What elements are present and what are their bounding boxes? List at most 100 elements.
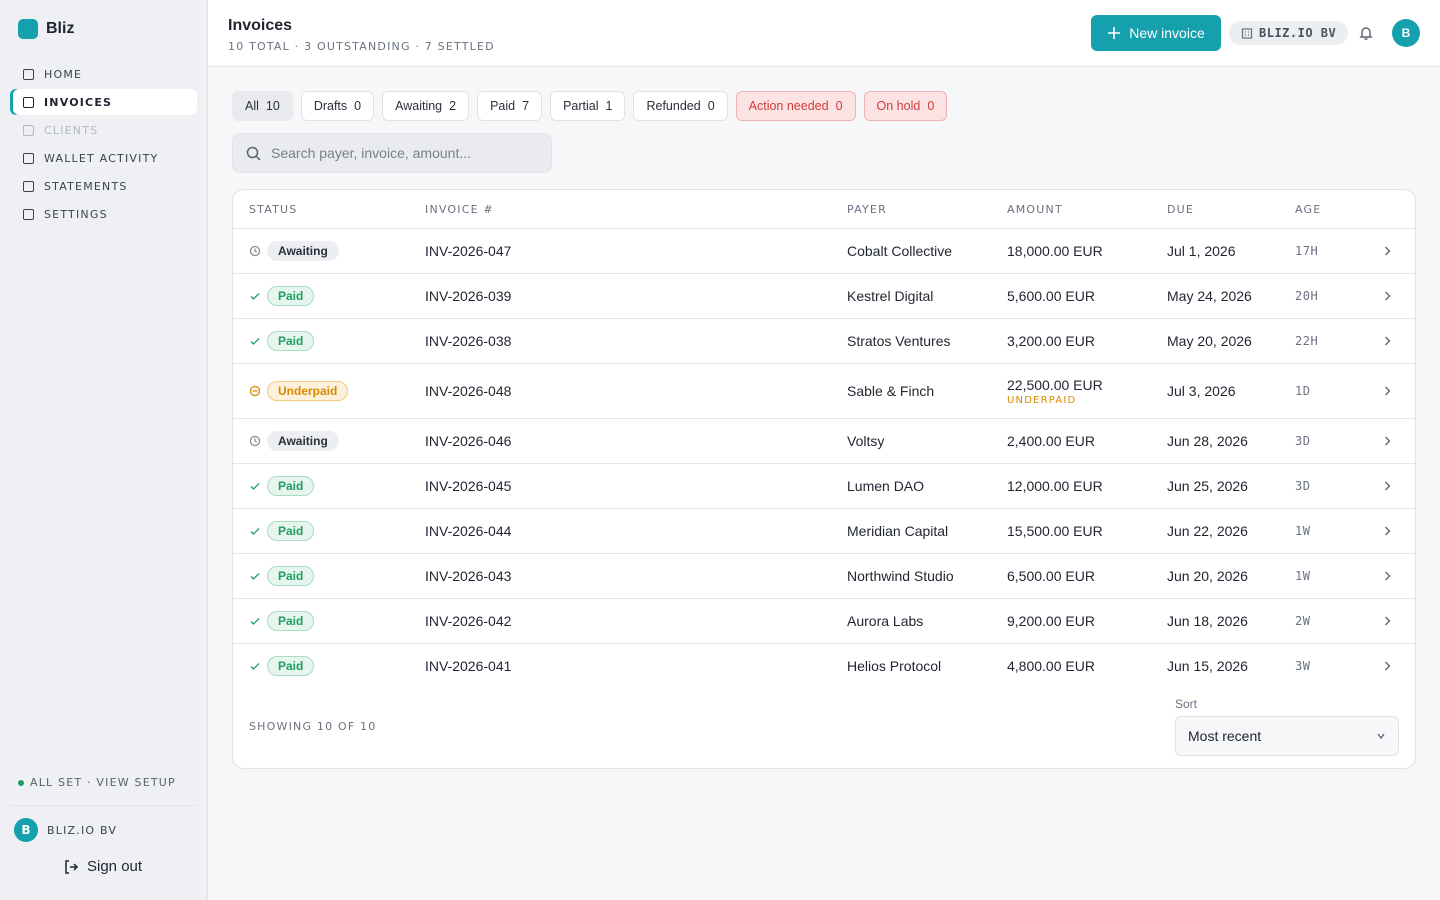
sign-out[interactable]: Sign out [63,858,142,875]
row-chevron [1381,644,1393,688]
showing-count: SHOWING 10 OF 10 [249,720,377,733]
filter-count: 2 [449,99,457,113]
due-cell: Jun 20, 2026 [1167,554,1248,598]
page-title: Invoices [228,17,293,34]
invoice-row[interactable]: Paid INV-2026-042 Aurora Labs 9,200.00 EUR J… [233,598,1415,643]
payer: Kestrel Digital [847,288,934,304]
invoice-table: STATUS INVOICE # PAYER AMOUNT DUE AGE Awaiting… [232,189,1416,769]
invoice-row[interactable]: Paid INV-2026-044 Meridian Capital 15,500.0… [233,508,1415,553]
due-cell: May 24, 2026 [1167,274,1252,318]
filter-pill[interactable]: Action needed 0 [735,91,856,121]
status-badge: Paid [267,566,315,586]
payer: Northwind Studio [847,568,954,584]
age-cell: 1W [1295,554,1310,598]
invoice: INV-2026-045 [425,478,512,494]
invoice-row[interactable]: Paid INV-2026-045 Lumen DAO 12,000.00 EUR Ju… [233,463,1415,508]
payer-cell: Kestrel Digital [847,274,933,318]
user-avatar[interactable]: B [1392,19,1420,47]
setup-link[interactable]: ALL SET · VIEW SETUP [18,776,176,789]
payer: Sable & Finch [847,383,935,399]
setup-text: ALL SET · VIEW SETUP [30,776,176,789]
invoice-row[interactable]: Underpaid INV-2026-048 Sable & Finch 22,500… [233,363,1415,418]
due-cell: Jun 25, 2026 [1167,464,1248,508]
status-icon [250,573,260,580]
org-switcher[interactable]: BLIZ.IO BV [1229,21,1349,45]
filter-pill[interactable]: Partial 1 [550,91,626,121]
filter-pill[interactable]: Awaiting 2 [382,91,470,121]
status-cell: Paid [249,464,315,508]
filter-pill[interactable]: Refunded 0 [633,91,728,121]
filter-count: 0 [707,99,715,113]
search-box[interactable]: Search payer, invoice, amount... [232,133,552,173]
nav-item[interactable]: CLIENTS [10,117,197,143]
row-chevron [1381,419,1393,463]
due: Jun 22, 2026 [1167,523,1248,539]
brand[interactable]: Bliz [18,19,74,39]
invoice-row[interactable]: Awaiting INV-2026-046 Voltsy 2,400.00 EUR Ju… [233,418,1415,463]
status-cell: Awaiting [249,229,339,273]
filter-pill[interactable]: On hold 0 [863,91,948,121]
row-chevron [1381,509,1393,553]
chevron-right [1385,481,1391,491]
search-placeholder: Search payer, invoice, amount... [271,145,471,161]
status-cell: Paid [249,554,315,598]
filter-pill[interactable]: Paid 7 [477,91,543,121]
invoice-cell: INV-2026-041 [425,644,511,688]
age-cell: 1W [1295,509,1310,553]
invoice-cell: INV-2026-042 [425,599,511,643]
status-icon [249,435,261,447]
due-cell: Jul 1, 2026 [1167,229,1236,273]
amount: 9,200.00 EUR [1007,613,1095,629]
account-name: BLIZ.IO BV [47,823,118,837]
filter-label: Partial [563,99,599,113]
invoice-row[interactable]: Paid INV-2026-041 Helios Protocol 4,800.00 … [233,643,1415,688]
filter-bar: All 10 Drafts 0 Awaiting 2 Paid 7 Partial 1 Refund… [232,91,948,121]
amount: 5,600.00 EUR [1007,288,1095,304]
status-icon [249,385,261,397]
due-cell: Jun 22, 2026 [1167,509,1248,553]
invoice: INV-2026-038 [425,333,512,349]
age-cell: 17H [1295,229,1318,273]
status-cell: Paid [249,599,315,643]
filter-label: Awaiting [395,99,443,113]
status-icon [250,618,260,625]
amount: 22,500.00 EUR [1007,376,1103,393]
notifications[interactable] [1358,25,1374,41]
payer: Meridian Capital [847,523,949,539]
invoice-cell: INV-2026-044 [425,509,511,553]
status-icon [250,293,260,300]
filter-pill[interactable]: All 10 [232,91,293,121]
chevron-right [1385,436,1391,446]
invoice-row[interactable]: Paid INV-2026-043 Northwind Studio 6,500.00… [233,553,1415,598]
invoice-cell: INV-2026-048 [425,364,511,418]
filter-pill[interactable]: Drafts 0 [300,91,375,121]
status-cell: Awaiting [249,419,339,463]
age-cell: 3W [1295,644,1310,688]
sort-select[interactable]: Most recent [1175,716,1399,756]
nav-item[interactable]: SETTINGS [10,201,197,227]
due: Jun 15, 2026 [1167,658,1248,674]
nav-item[interactable]: INVOICES [10,89,197,115]
nav-item[interactable]: HOME [10,61,197,87]
invoice-row[interactable]: Paid INV-2026-039 Kestrel Digital 5,600.00 … [233,273,1415,318]
nav-item[interactable]: WALLET ACTIVITY [10,145,197,171]
age: 1D [1295,384,1311,398]
nav-icon [23,180,34,192]
payer: Helios Protocol [847,658,942,674]
sort-value: Most recent [1188,728,1262,744]
nav-item[interactable]: STATEMENTS [10,173,197,199]
filter-count: 7 [522,99,530,113]
invoice-row[interactable]: Paid INV-2026-038 Stratos Ventures 3,200.00… [233,318,1415,363]
invoice-row[interactable]: Awaiting INV-2026-047 Cobalt Collective 18,… [233,228,1415,273]
status-badge: Paid [267,521,315,541]
column-header: DUE [1167,202,1195,216]
account[interactable]: B BLIZ.IO BV [14,818,117,842]
chevron-right [1385,386,1391,396]
chevron-right [1385,616,1391,626]
nav-icon [23,96,34,108]
header: Invoices 10 TOTAL · 3 OUTSTANDING · 7 SE… [208,0,1440,67]
status-icon [249,245,261,257]
due-cell: Jul 3, 2026 [1167,364,1236,418]
new-invoice-button[interactable]: New invoice [1091,15,1221,51]
payer: Cobalt Collective [847,243,953,259]
